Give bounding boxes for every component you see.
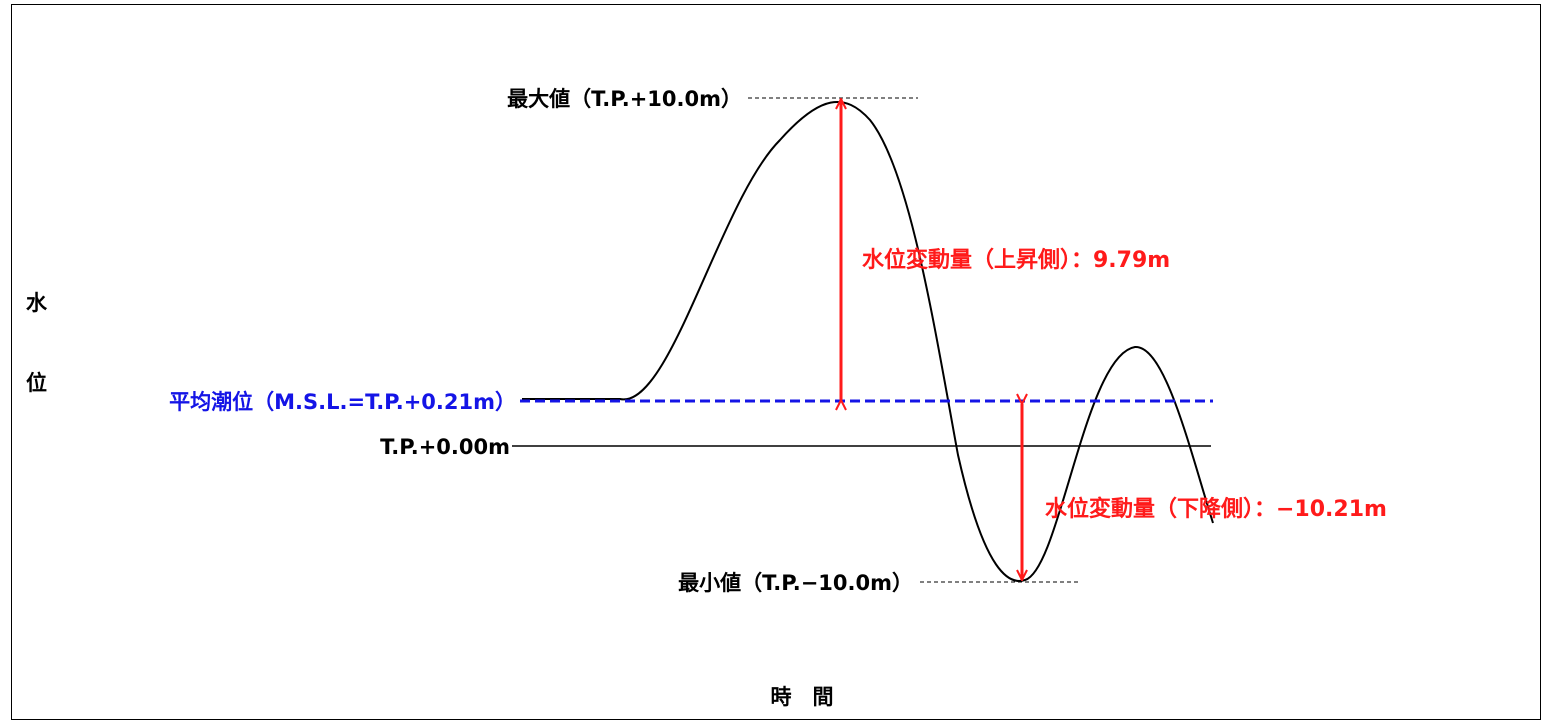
water-level-curve	[522, 100, 1214, 582]
y-axis-label-char-2: 位	[26, 371, 47, 395]
diagram-frame	[11, 4, 1541, 720]
x-axis-label: 時 間	[771, 685, 834, 709]
zero-level-label: T.P.+0.00m	[380, 435, 510, 459]
y-axis-label-char-1: 水	[26, 291, 48, 315]
max-label: 最大値（T.P.+10.0m）	[507, 87, 742, 111]
fall-label: 水位変動量（下降側）：−10.21m	[1045, 496, 1387, 522]
rise-label: 水位変動量（上昇側）：9.79m	[862, 247, 1170, 273]
min-label: 最小値（T.P.−10.0m）	[678, 571, 913, 595]
mean-level-label: 平均潮位（M.S.L.=T.P.+0.21m）	[169, 390, 516, 414]
